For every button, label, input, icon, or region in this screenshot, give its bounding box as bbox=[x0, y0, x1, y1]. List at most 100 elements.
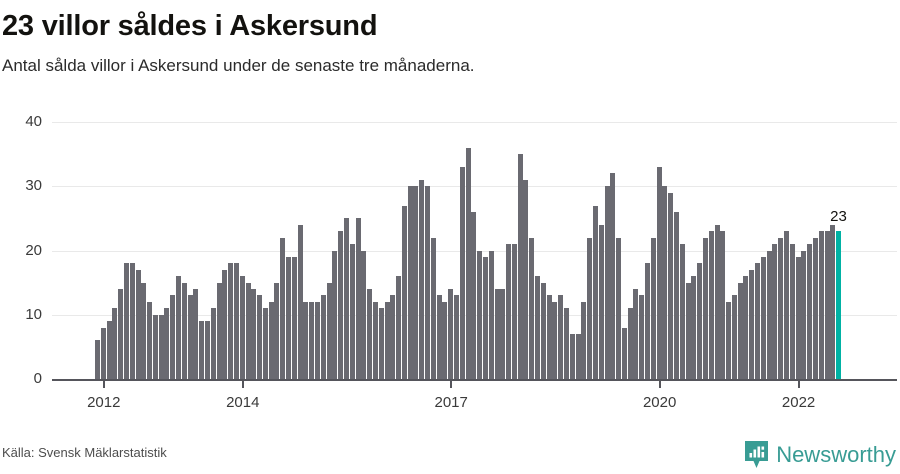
newsworthy-bar-chart-pin-icon bbox=[745, 441, 769, 468]
bar bbox=[778, 237, 784, 379]
bar bbox=[691, 276, 697, 379]
bar bbox=[286, 256, 292, 379]
bar bbox=[714, 224, 720, 379]
bar bbox=[558, 295, 564, 379]
bar bbox=[789, 244, 795, 379]
bar bbox=[488, 250, 494, 379]
bar bbox=[239, 276, 245, 379]
bar bbox=[760, 256, 766, 379]
bar bbox=[627, 308, 633, 379]
x-axis-tick-2012 bbox=[102, 381, 105, 388]
x-axis-tick-2022 bbox=[797, 381, 800, 388]
bar bbox=[784, 231, 789, 379]
bar bbox=[621, 327, 627, 379]
bar bbox=[268, 301, 274, 379]
source-note: Källa: Svensk Mäklarstatistik bbox=[2, 445, 167, 460]
bar bbox=[633, 289, 639, 379]
bar bbox=[523, 179, 529, 379]
bar bbox=[262, 308, 268, 379]
bar bbox=[245, 282, 251, 379]
bar bbox=[384, 301, 390, 379]
bar bbox=[181, 282, 187, 379]
bar bbox=[795, 256, 801, 379]
bar bbox=[563, 308, 569, 379]
bar bbox=[216, 282, 222, 379]
y-axis-label-0: 0 bbox=[33, 370, 42, 387]
bar bbox=[737, 282, 743, 379]
chart-plot-area: 40 30 20 10 0 23 2012 2014 2017 2020 2022 bbox=[0, 104, 900, 422]
chart-subtitle: Antal sålda villor i Askersund under de … bbox=[2, 56, 475, 75]
gridline-40 bbox=[52, 122, 897, 123]
bar bbox=[187, 295, 193, 379]
newsworthy-logo[interactable]: Newsworthy bbox=[744, 440, 896, 469]
bar bbox=[616, 237, 622, 379]
bar bbox=[123, 263, 129, 379]
bar bbox=[453, 295, 459, 379]
bar bbox=[315, 301, 321, 379]
bar bbox=[685, 282, 691, 379]
bar bbox=[755, 263, 761, 379]
bar bbox=[731, 295, 737, 379]
bar bbox=[228, 263, 234, 379]
bar bbox=[332, 250, 338, 379]
bar bbox=[830, 224, 836, 379]
y-axis-label-20: 20 bbox=[25, 241, 42, 259]
bar bbox=[326, 282, 332, 379]
bar bbox=[118, 289, 124, 379]
bar bbox=[280, 237, 286, 379]
bar bbox=[772, 244, 778, 379]
bar bbox=[540, 282, 546, 379]
bar bbox=[824, 231, 830, 379]
bar bbox=[396, 276, 402, 379]
bar bbox=[749, 269, 755, 379]
bar bbox=[598, 224, 604, 379]
bar bbox=[575, 334, 581, 379]
bar bbox=[112, 308, 118, 379]
bar bbox=[471, 211, 477, 379]
x-axis-tick-2017 bbox=[450, 381, 453, 388]
bar bbox=[170, 295, 176, 379]
bar bbox=[697, 263, 703, 379]
bar bbox=[141, 282, 147, 379]
y-axis-label-30: 30 bbox=[25, 177, 42, 195]
axis-baseline bbox=[52, 379, 897, 381]
bar bbox=[645, 263, 651, 379]
bar bbox=[390, 295, 396, 379]
bar bbox=[720, 231, 726, 379]
y-axis-label-10: 10 bbox=[25, 305, 42, 323]
bar bbox=[106, 321, 112, 379]
bar bbox=[552, 301, 558, 379]
bar bbox=[233, 263, 239, 379]
bar bbox=[430, 237, 436, 379]
bar bbox=[407, 186, 413, 379]
x-axis-label-2012: 2012 bbox=[87, 394, 121, 411]
bar bbox=[674, 211, 679, 379]
bar bbox=[361, 250, 367, 379]
bar bbox=[291, 256, 297, 379]
bar bbox=[529, 237, 535, 379]
bar bbox=[257, 295, 263, 379]
bar bbox=[604, 186, 610, 379]
bar bbox=[210, 308, 216, 379]
bar bbox=[297, 224, 303, 379]
bar bbox=[251, 289, 257, 379]
bar bbox=[413, 186, 419, 379]
chart-footer: Källa: Svensk Mäklarstatistik Newsworthy bbox=[0, 440, 900, 474]
bar bbox=[679, 244, 685, 379]
x-axis: 2012 2014 2017 2020 2022 bbox=[0, 104, 900, 422]
bar bbox=[702, 237, 708, 379]
bar bbox=[309, 301, 315, 379]
bar bbox=[546, 295, 552, 379]
bar bbox=[205, 321, 210, 379]
x-axis-tick-2014 bbox=[241, 381, 244, 388]
bar bbox=[95, 340, 100, 379]
bar bbox=[164, 308, 170, 379]
bar bbox=[349, 244, 355, 379]
bar bbox=[320, 295, 326, 379]
bar bbox=[535, 276, 541, 379]
bar bbox=[610, 173, 616, 379]
bar bbox=[592, 205, 598, 379]
bar bbox=[818, 231, 824, 379]
bar bbox=[401, 205, 407, 379]
